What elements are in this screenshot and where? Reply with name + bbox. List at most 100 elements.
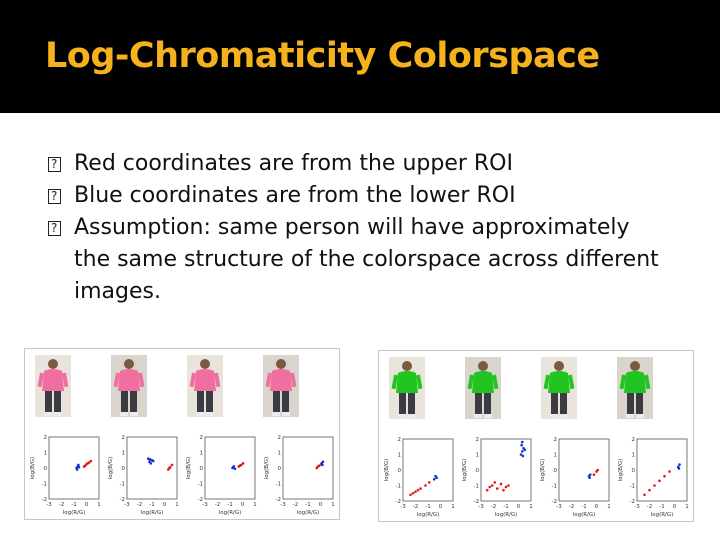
y-tick-label: -1: [198, 482, 203, 488]
x-tick-label: -1: [71, 502, 76, 508]
scatter-point: [424, 484, 427, 487]
x-tick-label: -1: [305, 502, 310, 508]
y-tick-label: -1: [630, 484, 635, 490]
y-tick-label: 2: [122, 435, 126, 441]
scatter-point: [523, 448, 527, 452]
scatter-point: [89, 459, 93, 463]
plot-frame: [480, 438, 532, 502]
scatter-point: [507, 484, 510, 487]
y-tick-label: -2: [42, 497, 47, 503]
y-tick-label: 0: [398, 468, 402, 474]
person-figure: [619, 361, 651, 418]
x-tick-label: 1: [685, 504, 689, 510]
scatter-point: [490, 484, 494, 487]
x-tick-label: -2: [59, 502, 64, 508]
y-axis-label: log(B/G): [186, 457, 192, 480]
scatter-point: [432, 478, 436, 481]
y-tick-label: -1: [276, 482, 281, 488]
bullet-text: Blue coordinates are from the lower ROI: [74, 183, 516, 208]
x-tick-label: -2: [491, 504, 496, 510]
person-figure: [467, 361, 499, 418]
bullet-item: Red coordinates are from the upper ROI: [48, 148, 668, 180]
y-tick-label: -2: [276, 497, 281, 503]
bullet-item: Blue coordinates are from the lower ROI: [48, 180, 668, 212]
x-tick-label: -1: [227, 502, 232, 508]
y-tick-label: 0: [632, 468, 636, 474]
scatter-point: [168, 466, 171, 470]
y-axis-label: log(B/G): [384, 459, 390, 482]
scatter-point: [658, 479, 661, 483]
x-tick-label: -2: [293, 502, 298, 508]
scatter-point: [77, 463, 80, 467]
scatter-point: [416, 488, 420, 492]
y-tick-label: 2: [44, 435, 48, 441]
scatter-point: [419, 487, 422, 490]
scatter-point: [648, 488, 651, 492]
x-tick-label: -3: [478, 504, 484, 510]
person-figure: [265, 359, 297, 416]
scatter-point: [643, 493, 646, 497]
scatter-point: [411, 491, 415, 495]
scatter-point: [499, 482, 503, 486]
y-tick-label: -2: [198, 497, 203, 503]
plot-frame: [558, 438, 610, 502]
scatter-point: [520, 440, 524, 444]
x-tick-label: -2: [647, 504, 652, 510]
y-tick-label: -1: [396, 484, 401, 490]
y-tick-label: -2: [474, 499, 479, 505]
bullet-marker-icon: [48, 213, 61, 243]
person-figure: [543, 361, 575, 418]
plot-frame: [402, 438, 454, 502]
y-axis-label: log(B/G): [30, 457, 36, 480]
x-tick-label: 0: [517, 504, 521, 510]
x-tick-label: 0: [319, 502, 323, 508]
x-tick-label: 1: [607, 504, 611, 510]
x-tick-label: 0: [595, 504, 599, 510]
person-figure: [37, 359, 69, 416]
x-tick-label: 1: [97, 502, 101, 508]
scatter-point: [148, 458, 152, 461]
person-figure: [113, 359, 145, 416]
x-tick-label: -1: [425, 504, 430, 510]
bullet-marker-icon: [48, 149, 61, 179]
scatter-point: [151, 459, 155, 463]
y-tick-label: 1: [476, 453, 480, 459]
scatter-point: [75, 468, 79, 471]
scatter-point: [83, 464, 87, 467]
x-tick-label: 0: [673, 504, 677, 510]
y-tick-label: 2: [200, 435, 204, 441]
person-figure: [189, 359, 221, 416]
y-tick-label: 1: [122, 451, 126, 457]
y-axis-label: log(B/G): [540, 459, 546, 482]
scatter-point: [493, 481, 497, 484]
x-axis-label: log(R/G): [297, 510, 320, 516]
scatter-point: [677, 467, 681, 470]
y-tick-label: 1: [398, 453, 402, 459]
scatter-point: [653, 484, 656, 487]
x-tick-label: -3: [400, 504, 406, 510]
person-figure: [391, 361, 423, 418]
green-shirt-person-1-photo: [389, 357, 425, 419]
bullet-list: Red coordinates are from the upper ROI B…: [48, 148, 668, 308]
scatter-point: [519, 453, 523, 456]
y-tick-label: 1: [554, 453, 558, 459]
scatter-point: [596, 468, 600, 472]
scatter-point: [663, 474, 666, 478]
x-axis-label: log(R/G): [417, 512, 440, 518]
x-tick-label: -2: [569, 504, 574, 510]
scatter-point: [588, 473, 592, 476]
pink-shirt-person-2-photo: [111, 355, 147, 417]
plot-frame: [48, 436, 100, 500]
scatter-point: [233, 467, 237, 471]
figure-panel-green: -3 -2 -1 0 1 2 1 0 -1 -2 log(R/G) log(B/G) -3 -2 -1 0 1 2…: [378, 350, 694, 522]
y-tick-label: 1: [632, 453, 636, 459]
scatter-point: [434, 474, 437, 478]
x-tick-label: -3: [280, 502, 286, 508]
x-tick-label: -1: [581, 504, 586, 510]
x-axis-label: log(R/G): [495, 512, 518, 518]
plot-frame: [282, 436, 334, 500]
y-tick-label: 2: [278, 435, 282, 441]
